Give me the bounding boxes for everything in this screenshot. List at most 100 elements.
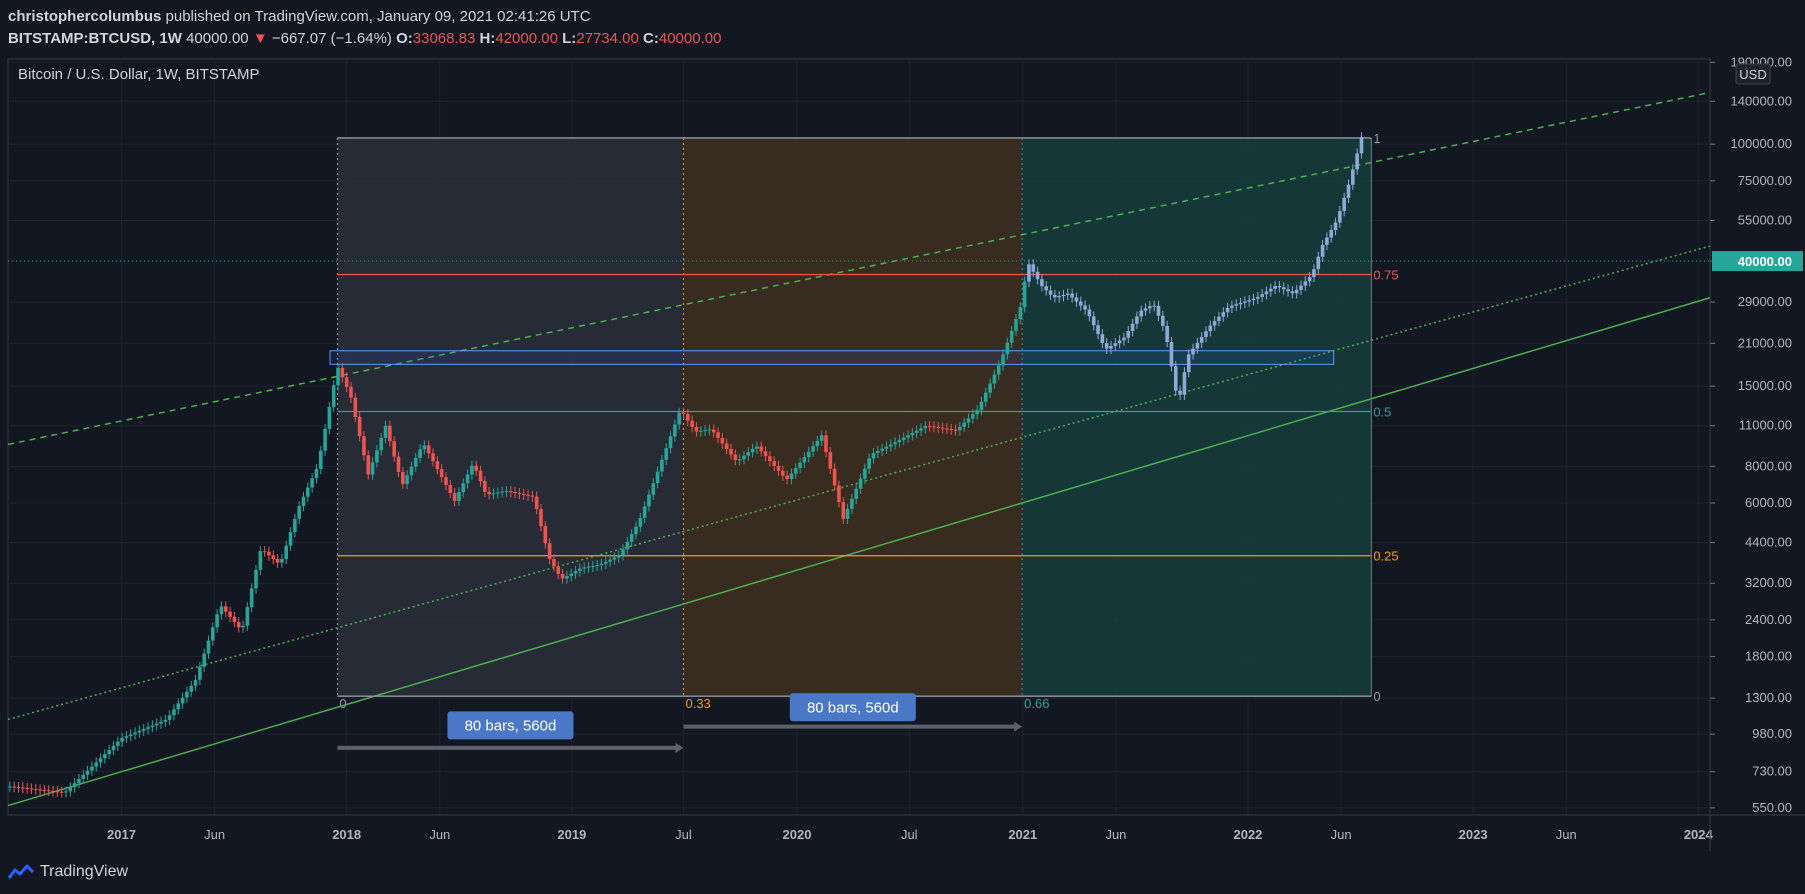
candle-body bbox=[651, 483, 656, 495]
x-tick-label: 2018 bbox=[332, 827, 361, 842]
candle-body bbox=[668, 436, 673, 449]
candle-body bbox=[29, 788, 34, 790]
tradingview-logo-icon[interactable] bbox=[8, 863, 34, 881]
candle-body bbox=[435, 461, 440, 470]
candle-body bbox=[983, 392, 988, 402]
candle-body bbox=[465, 474, 470, 484]
candle-body bbox=[357, 416, 362, 437]
x-tick-label: Jun bbox=[204, 827, 225, 842]
candle-body bbox=[534, 496, 539, 510]
range-label: 80 bars, 560d bbox=[807, 699, 899, 716]
candle-body bbox=[8, 786, 12, 788]
footer: TradingView bbox=[8, 860, 128, 884]
price-chart[interactable]: 190000.00140000.00100000.0075000.0055000… bbox=[0, 51, 1805, 851]
candle-body bbox=[750, 448, 755, 453]
y-tick-label: 3200.00 bbox=[1745, 575, 1792, 590]
candle-body bbox=[72, 783, 77, 788]
candle-body bbox=[638, 517, 643, 527]
candle-body bbox=[1281, 287, 1286, 290]
candle-body bbox=[927, 426, 932, 428]
trendline-solid[interactable] bbox=[7, 297, 1711, 807]
candle-body bbox=[33, 788, 38, 790]
chart-title: Bitcoin / U.S. Dollar, 1W, BITSTAMP bbox=[18, 66, 259, 83]
candle-body bbox=[254, 569, 258, 589]
candle-body bbox=[1286, 289, 1290, 292]
candle-body bbox=[901, 437, 906, 440]
author-name[interactable]: christophercolumbus bbox=[8, 8, 162, 25]
candle-body bbox=[1113, 343, 1118, 346]
open-label: O: bbox=[396, 30, 413, 47]
brand-name[interactable]: TradingView bbox=[40, 863, 129, 880]
y-tick-label: 2400.00 bbox=[1745, 612, 1792, 627]
candle-body bbox=[12, 786, 16, 788]
candle-body bbox=[1186, 354, 1191, 373]
y-tick-label: 4400.00 bbox=[1745, 535, 1792, 550]
candle-body bbox=[366, 455, 371, 475]
candle-body bbox=[448, 485, 453, 493]
candle-body bbox=[815, 440, 820, 447]
candle-body bbox=[776, 465, 781, 471]
candle-body bbox=[966, 418, 971, 423]
candle-body bbox=[845, 508, 850, 519]
candle-body bbox=[923, 426, 928, 429]
candle-body bbox=[1005, 342, 1010, 355]
y-tick-label: 15000.00 bbox=[1738, 378, 1792, 393]
candle-body bbox=[1169, 342, 1174, 367]
trendline-dashed[interactable] bbox=[7, 91, 1711, 446]
candle-body bbox=[595, 565, 599, 567]
candle-body bbox=[1156, 305, 1161, 316]
resistance-zone[interactable] bbox=[329, 350, 1335, 365]
candle-body bbox=[1247, 300, 1251, 302]
fib-level-label: 0.25 bbox=[1373, 549, 1398, 564]
candle-body bbox=[932, 426, 936, 428]
candle-body bbox=[690, 420, 694, 428]
candle-body bbox=[500, 491, 504, 493]
candle-body bbox=[444, 477, 448, 486]
candle-body bbox=[586, 566, 591, 568]
candle-body bbox=[1234, 304, 1239, 306]
y-tick-label: 550.00 bbox=[1752, 800, 1792, 815]
currency-badge[interactable] bbox=[1735, 63, 1771, 85]
last-price-label: 40000.00 bbox=[1738, 254, 1792, 269]
candle-body bbox=[686, 414, 690, 421]
candle-body bbox=[573, 571, 578, 574]
chart-header: christophercolumbus published on Trading… bbox=[8, 6, 721, 50]
candle-body bbox=[1139, 310, 1144, 317]
candle-body bbox=[1268, 288, 1273, 292]
candle-body bbox=[241, 625, 245, 628]
candle-body bbox=[837, 485, 841, 503]
candle-body bbox=[660, 459, 664, 472]
candle-body bbox=[245, 607, 250, 626]
candle-body bbox=[280, 558, 284, 563]
candle-body bbox=[888, 444, 893, 447]
candle-body bbox=[1096, 325, 1100, 335]
candle-body bbox=[154, 723, 159, 726]
candle-body bbox=[1109, 345, 1113, 349]
candle-body bbox=[120, 737, 124, 742]
candle-body bbox=[1346, 184, 1351, 198]
candle-body bbox=[1130, 323, 1135, 332]
x-tick-label: 2020 bbox=[783, 827, 812, 842]
ohlc-line: BITSTAMP:BTCUSD, 1W 40000.00 ▼ −667.07 (… bbox=[8, 28, 721, 50]
candle-body bbox=[323, 428, 327, 451]
candle-body bbox=[603, 561, 608, 564]
candle-body bbox=[647, 494, 651, 507]
price-change: −667.07 (−1.64%) bbox=[271, 30, 392, 47]
candle-body bbox=[21, 787, 25, 789]
candle-body bbox=[141, 728, 146, 731]
candle-body bbox=[163, 719, 168, 722]
fib-time-zone bbox=[1022, 137, 1372, 697]
candle-body bbox=[1221, 312, 1226, 317]
candle-body bbox=[401, 471, 405, 484]
candle-body bbox=[962, 422, 966, 427]
low-value: 27734.00 bbox=[576, 30, 639, 47]
candle-body bbox=[310, 478, 314, 488]
candle-body bbox=[431, 453, 435, 462]
last-price: 40000.00 bbox=[186, 30, 249, 47]
candle-body bbox=[565, 576, 569, 579]
candle-body bbox=[206, 640, 211, 654]
candle-body bbox=[1001, 354, 1005, 366]
y-tick-label: 980.00 bbox=[1752, 726, 1792, 741]
candle-body bbox=[38, 789, 42, 791]
candle-body bbox=[655, 471, 660, 484]
